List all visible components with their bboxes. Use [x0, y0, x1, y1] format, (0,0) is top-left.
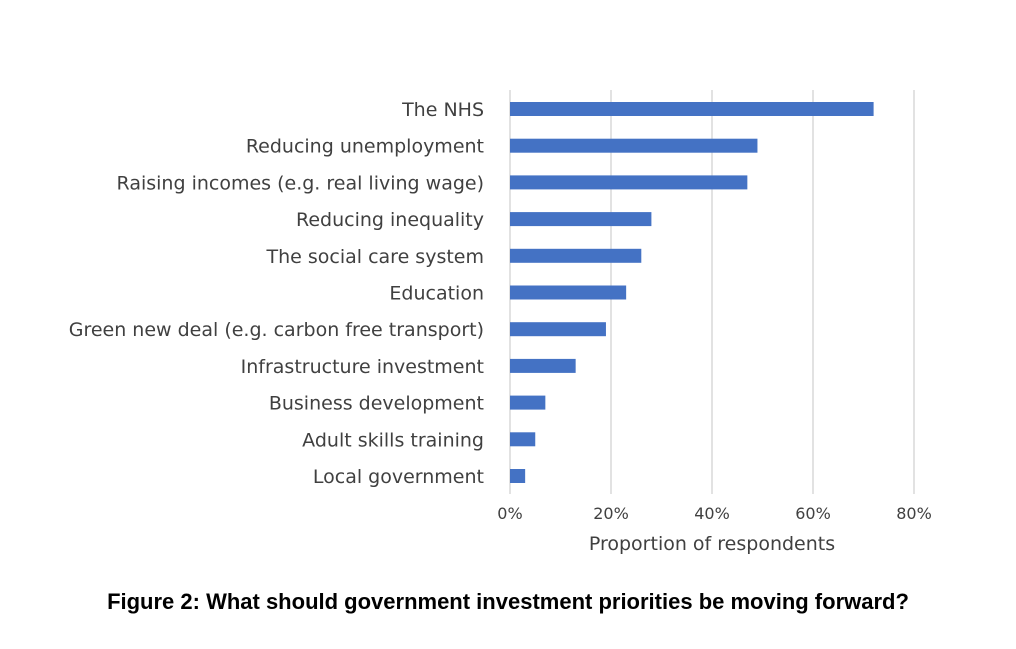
category-label: Reducing unemployment [246, 136, 484, 158]
x-tick-label: 80% [896, 504, 932, 523]
bar [510, 432, 536, 447]
x-tick-label: 20% [593, 504, 629, 523]
bar [510, 469, 526, 483]
x-axis-tick-labels: 0% 20% 40% 60% 80% [497, 504, 931, 523]
bar-chart: The NHS Reducing unemployment Raising inco… [69, 90, 932, 555]
figure-caption: Figure 2: What should government investm… [107, 589, 909, 614]
bar [510, 322, 606, 337]
bar [510, 285, 627, 300]
category-label: The social care system [266, 246, 485, 268]
category-label: Local government [313, 466, 484, 488]
x-tick-label: 60% [795, 504, 831, 523]
category-label: Green new deal (e.g. carbon free transpo… [69, 319, 484, 341]
bar [510, 138, 758, 153]
bar [510, 248, 642, 263]
bar [510, 358, 576, 373]
category-label: Raising incomes (e.g. real living wage) [117, 172, 484, 194]
category-label: Infrastructure investment [241, 356, 484, 378]
category-label: Business development [269, 393, 484, 415]
category-label: Reducing inequality [296, 209, 484, 231]
x-tick-label: 40% [694, 504, 730, 523]
x-tick-label: 0% [497, 504, 522, 523]
category-label: Adult skills training [302, 429, 484, 451]
category-label: Education [389, 283, 484, 305]
gridlines [509, 90, 915, 494]
bar [510, 102, 874, 116]
bar [510, 212, 652, 227]
bar [510, 395, 546, 410]
x-axis-title: Proportion of respondents [589, 533, 835, 555]
category-label: The NHS [401, 99, 484, 121]
category-labels: The NHS Reducing unemployment Raising inco… [69, 99, 484, 488]
bars [510, 102, 874, 483]
bar [510, 175, 748, 190]
